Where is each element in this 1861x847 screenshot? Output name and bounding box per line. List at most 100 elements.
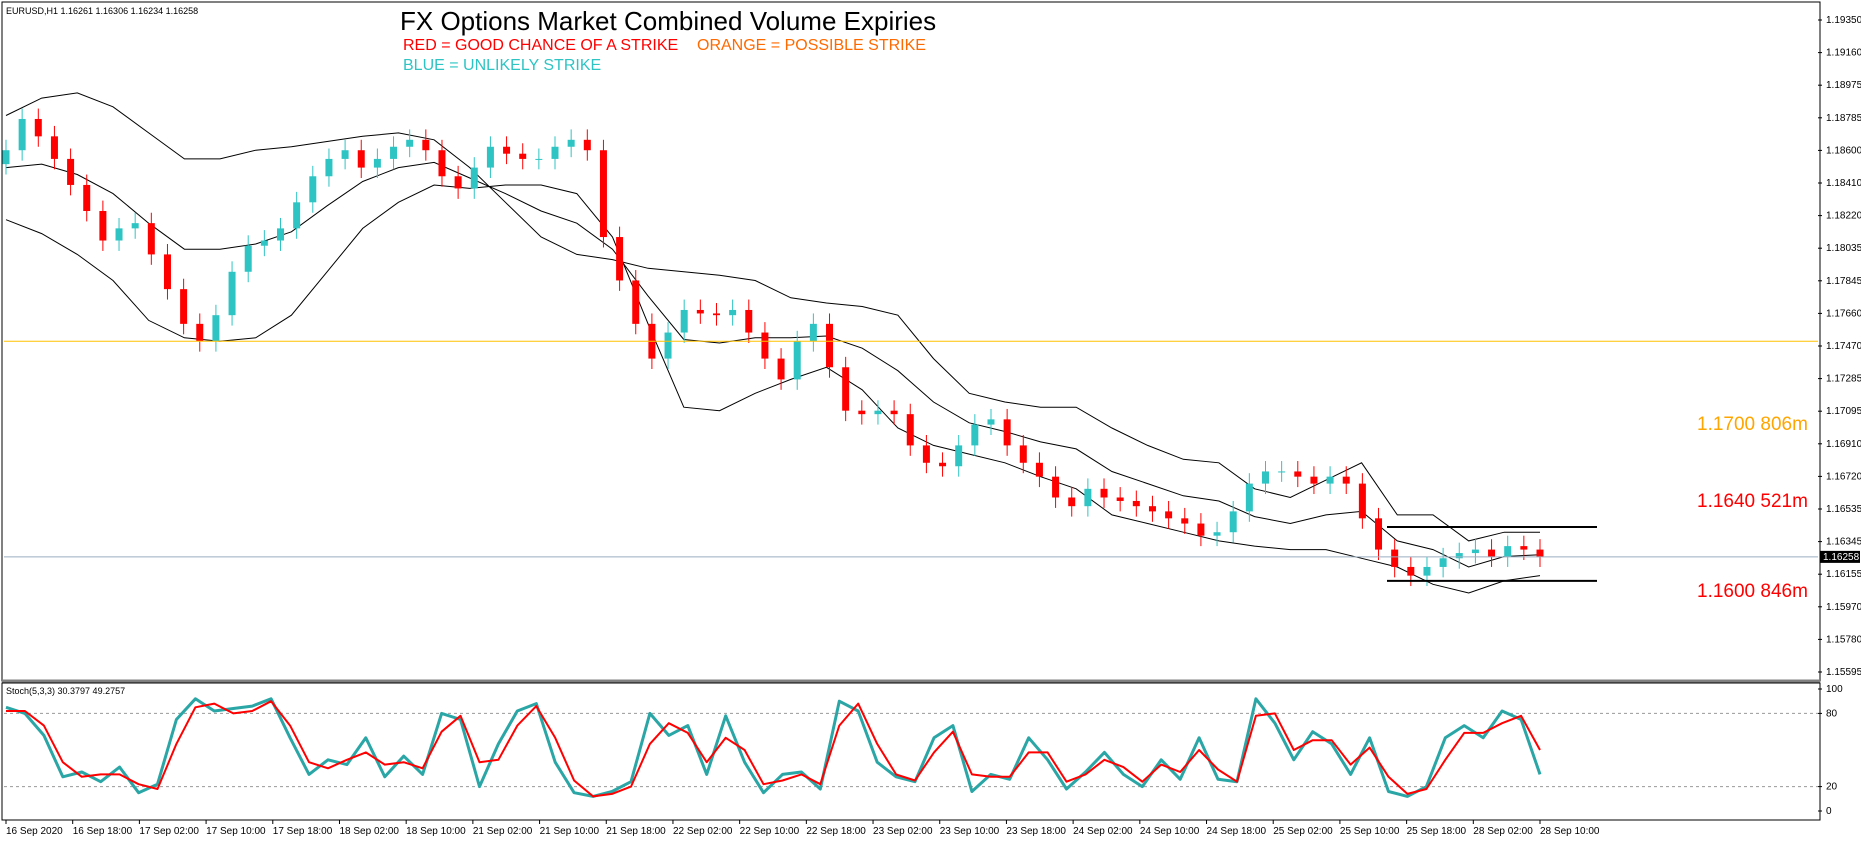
candle-body bbox=[1100, 488, 1108, 498]
candle-body bbox=[422, 139, 430, 151]
candle-body bbox=[1035, 462, 1043, 477]
chart-title: FX Options Market Combined Volume Expiri… bbox=[400, 6, 936, 36]
time-tick-label: 18 Sep 10:00 bbox=[406, 826, 466, 837]
candle-body bbox=[519, 153, 527, 159]
stoch-axis: 100 80 20 0 bbox=[1818, 684, 1843, 817]
candle-body bbox=[99, 210, 107, 241]
candle-body bbox=[712, 313, 720, 316]
candle-body bbox=[438, 150, 446, 177]
price-tick-label: 1.16535 bbox=[1826, 504, 1861, 515]
time-tick-label: 18 Sep 02:00 bbox=[339, 826, 399, 837]
price-tick-label: 1.18600 bbox=[1826, 145, 1861, 156]
candle-body bbox=[1261, 471, 1269, 484]
time-tick-label: 24 Sep 10:00 bbox=[1140, 826, 1200, 837]
candle-body bbox=[18, 118, 26, 151]
price-tick-label: 1.19350 bbox=[1826, 15, 1861, 26]
candle-body bbox=[906, 414, 914, 446]
candle-body bbox=[454, 176, 462, 189]
candle-body bbox=[277, 228, 285, 241]
time-tick-label: 24 Sep 02:00 bbox=[1073, 826, 1133, 837]
candle-body bbox=[1084, 488, 1092, 507]
bb-lower bbox=[5, 184, 1541, 594]
candle-body bbox=[341, 150, 349, 159]
time-tick-label: 24 Sep 18:00 bbox=[1207, 826, 1267, 837]
candle-body bbox=[1052, 476, 1060, 498]
candle-body bbox=[1504, 546, 1512, 557]
time-tick-label: 23 Sep 10:00 bbox=[940, 826, 1000, 837]
time-tick-label: 22 Sep 10:00 bbox=[740, 826, 800, 837]
candle-body bbox=[551, 146, 559, 159]
candle-body bbox=[131, 223, 139, 229]
candle-body bbox=[535, 158, 543, 160]
candle-body bbox=[1116, 497, 1124, 501]
candle-body bbox=[858, 410, 866, 415]
candle-body bbox=[826, 323, 834, 368]
oscillator-panel-frame bbox=[1, 682, 1821, 821]
price-tick-label: 1.17285 bbox=[1826, 374, 1861, 385]
stoch-tick-label: 0 bbox=[1826, 806, 1832, 817]
candle-body bbox=[1003, 419, 1011, 446]
candle-body bbox=[1520, 546, 1528, 550]
candle-body bbox=[1488, 549, 1496, 557]
candle-body bbox=[890, 410, 898, 415]
candle-body bbox=[777, 358, 785, 380]
candle-body bbox=[180, 289, 188, 324]
price-axis: 1.19350 1.19160 1.18975 1.18785 1.18600 1.184… bbox=[1818, 15, 1861, 678]
price-tick-label: 1.18975 bbox=[1826, 80, 1861, 91]
price-tick-label: 1.18410 bbox=[1826, 178, 1861, 189]
candle-body bbox=[147, 223, 155, 255]
candle-body bbox=[1407, 566, 1415, 576]
reference-lines: 1.16258 bbox=[4, 340, 1860, 582]
candle-body bbox=[50, 136, 58, 159]
stoch-series bbox=[5, 697, 1542, 798]
candle-body bbox=[470, 167, 478, 189]
candle-body bbox=[1165, 511, 1173, 519]
legend-blue: BLUE = UNLIKELY STRIKE bbox=[403, 57, 601, 74]
strike-label-1: 1.1700 806m bbox=[1697, 414, 1808, 435]
candle-body bbox=[1342, 476, 1350, 484]
candle-body bbox=[874, 410, 882, 415]
candle-body bbox=[1229, 511, 1237, 533]
candle-body bbox=[567, 139, 575, 147]
price-tick-label: 1.16910 bbox=[1826, 439, 1861, 450]
price-tick-label: 1.18035 bbox=[1826, 243, 1861, 254]
candle-body bbox=[163, 254, 171, 290]
candle-body bbox=[1471, 549, 1479, 554]
price-tick-label: 1.15595 bbox=[1826, 667, 1861, 678]
candle-body bbox=[34, 118, 42, 137]
candle-body bbox=[293, 202, 301, 229]
current-price-tag bbox=[1820, 550, 1860, 563]
price-tick-label: 1.16345 bbox=[1826, 537, 1861, 548]
candle-body bbox=[357, 150, 365, 168]
price-tick-label: 1.17845 bbox=[1826, 276, 1861, 287]
stoch-tick-label: 80 bbox=[1826, 708, 1838, 719]
strike-label-2: 1.1640 521m bbox=[1697, 491, 1808, 512]
price-tick-label: 1.16720 bbox=[1826, 471, 1861, 482]
candle-body bbox=[1310, 476, 1318, 484]
candle-body bbox=[745, 309, 753, 333]
candle-body bbox=[842, 367, 850, 411]
candle-body bbox=[503, 146, 511, 154]
time-tick-label: 25 Sep 02:00 bbox=[1273, 826, 1333, 837]
candle-body bbox=[987, 419, 995, 425]
candle-body bbox=[696, 309, 704, 314]
candle-body bbox=[1294, 471, 1302, 477]
candle-body bbox=[486, 146, 494, 168]
stoch-line-signal bbox=[6, 700, 1541, 798]
price-tick-label: 1.17095 bbox=[1826, 406, 1861, 417]
candle-body bbox=[680, 309, 688, 333]
price-tick-label: 1.19160 bbox=[1826, 48, 1861, 59]
time-tick-label: 17 Sep 10:00 bbox=[206, 826, 266, 837]
time-tick-label: 21 Sep 18:00 bbox=[606, 826, 666, 837]
candle-body bbox=[83, 184, 91, 211]
time-tick-label: 25 Sep 18:00 bbox=[1407, 826, 1467, 837]
stoch-title: Stoch(5,3,3) 30.3797 49.2757 bbox=[6, 686, 125, 696]
candle-body bbox=[632, 280, 640, 324]
current-price-label: 1.16258 bbox=[1823, 552, 1860, 563]
price-tick-label: 1.16155 bbox=[1826, 569, 1861, 580]
bb-middle bbox=[5, 161, 1541, 568]
candle-body bbox=[729, 309, 737, 316]
price-tick-label: 1.15780 bbox=[1826, 634, 1861, 645]
